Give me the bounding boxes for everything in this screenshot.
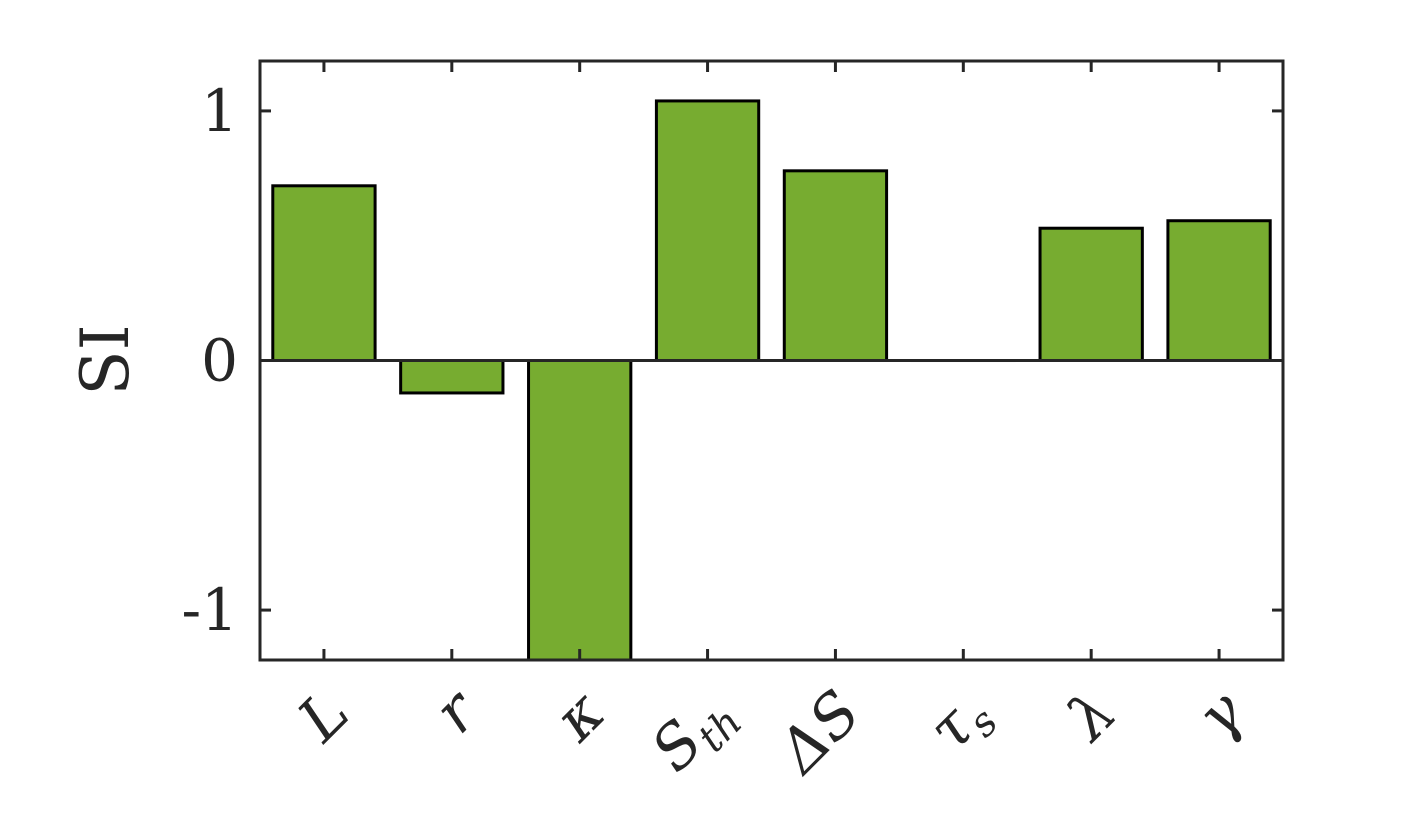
- bars-layer: [271, 99, 1272, 660]
- bar-3: [527, 359, 633, 660]
- x-tick-label-3: κ: [540, 677, 618, 755]
- x-tick-label-5: ΔS: [764, 677, 875, 788]
- x-tick-label-8: γ: [1183, 677, 1258, 752]
- x-tick-label-base: r: [421, 675, 493, 747]
- svg-text:κ: κ: [540, 677, 618, 755]
- svg-text:r: r: [421, 675, 493, 747]
- x-tick-label-1: L: [284, 677, 362, 755]
- x-tick-label-base: ΔS: [764, 677, 875, 788]
- y-tick-label: -1: [182, 576, 239, 644]
- bar-8: [1166, 219, 1272, 362]
- bar-5: [782, 169, 889, 362]
- x-tick-label-base: L: [284, 677, 362, 755]
- bar-4: [654, 99, 761, 363]
- bar-7: [1038, 226, 1144, 362]
- x-tick-label-base: λ: [1052, 677, 1130, 755]
- ticks-layer: [260, 61, 1283, 660]
- svg-text:λ: λ: [1052, 677, 1130, 755]
- svg-text:γ: γ: [1183, 677, 1258, 752]
- svg-text:τs: τs: [915, 677, 1007, 769]
- y-axis-title: SI: [67, 324, 144, 395]
- x-tick-label-4: Sth: [638, 677, 751, 790]
- x-tick-label-2: r: [421, 675, 493, 747]
- y-tick-label: 0: [201, 327, 238, 395]
- x-tick-label-base: κ: [540, 677, 618, 755]
- x-tick-label-base: γ: [1183, 677, 1258, 752]
- bar-2: [399, 359, 505, 395]
- x-tick-label-7: λ: [1052, 677, 1130, 755]
- svg-text:ΔS: ΔS: [764, 677, 875, 788]
- svg-text:Sth: Sth: [638, 677, 751, 790]
- bar-1: [271, 184, 377, 362]
- x-tick-label-6: τs: [915, 677, 1007, 769]
- svg-text:L: L: [284, 677, 362, 755]
- y-tick-label: 1: [201, 77, 238, 145]
- y-tick-labels: -1 0 1: [182, 77, 239, 644]
